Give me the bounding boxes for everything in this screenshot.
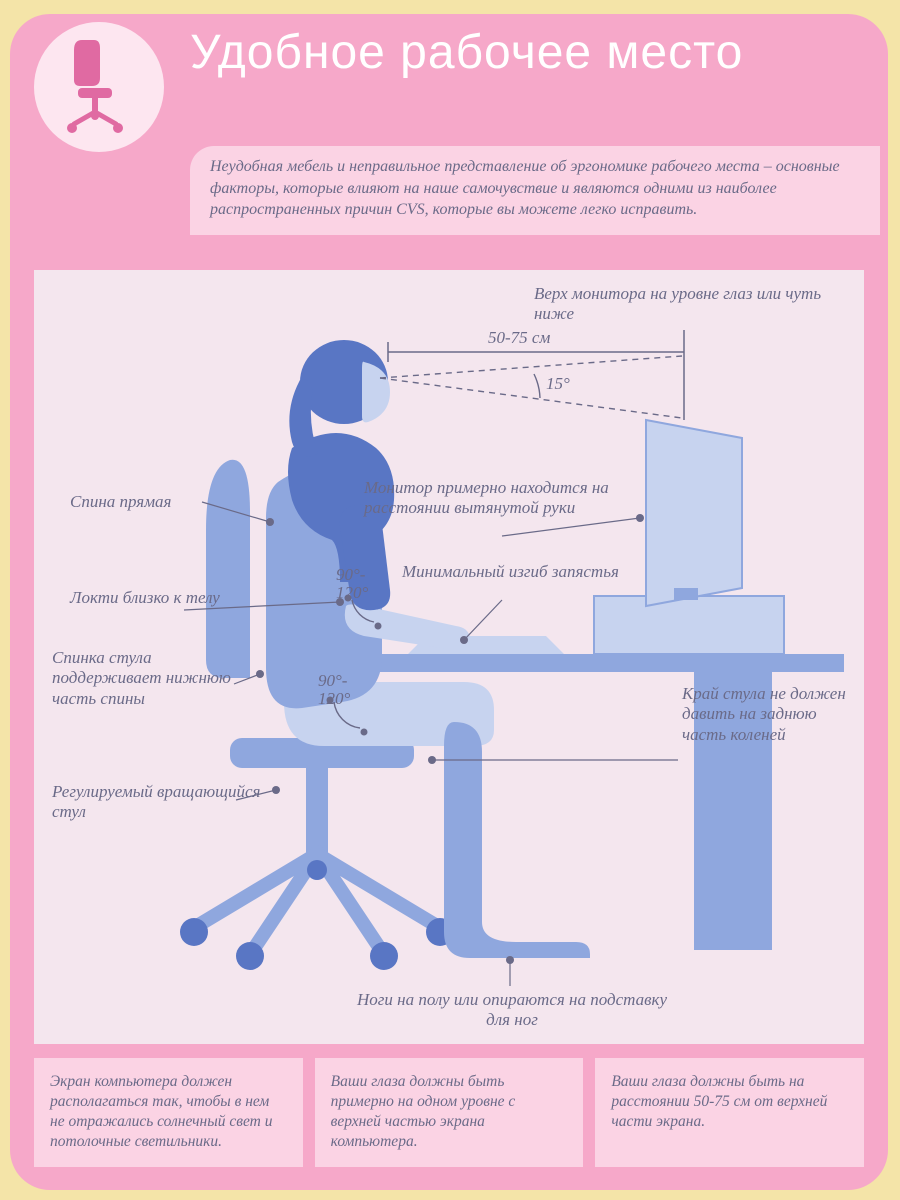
distance-label: 50-75 см: [488, 328, 550, 348]
chair-icon: [34, 22, 164, 152]
tip-1: Экран компьютера должен располагаться та…: [34, 1058, 303, 1167]
callout-seat-edge: Край стула не должен давить на заднюю ча…: [682, 684, 852, 745]
elbow-angle-label: 90°- 120°: [336, 566, 368, 602]
angle-15-label: 15°: [546, 374, 570, 394]
card: Удобное рабочее место Неудобная мебель и…: [10, 14, 888, 1190]
callout-monitor-arm: Монитор примерно находится на расстоянии…: [364, 478, 624, 519]
callout-elbows: Локти близко к телу: [70, 588, 240, 608]
tip-2: Ваши глаза должны быть примерно на одном…: [315, 1058, 584, 1167]
page: Удобное рабочее место Неудобная мебель и…: [0, 0, 900, 1200]
callout-wrist: Минимальный изгиб запястья: [402, 562, 622, 582]
callout-feet: Ноги на полу или опираются на подставку …: [352, 990, 672, 1031]
callout-lumbar: Спинка стула поддерживает нижнюю часть с…: [52, 648, 262, 709]
ergonomics-diagram: 50-75 см 15° 90°- 120° 90°- 120° Верх мо…: [34, 270, 864, 1044]
hip-angle-label: 90°- 120°: [318, 672, 350, 708]
callout-back-straight: Спина прямая: [70, 492, 240, 512]
tip-3: Ваши глаза должны быть на расстоянии 50-…: [595, 1058, 864, 1167]
tips-row: Экран компьютера должен располагаться та…: [34, 1058, 864, 1167]
page-title: Удобное рабочее место: [190, 28, 743, 78]
intro-text: Неудобная мебель и неправильное представ…: [190, 146, 880, 235]
callout-monitor-top: Верх монитора на уровне глаз или чуть ни…: [534, 284, 834, 325]
callout-chair-adj: Регулируемый вращающийся стул: [52, 782, 262, 823]
